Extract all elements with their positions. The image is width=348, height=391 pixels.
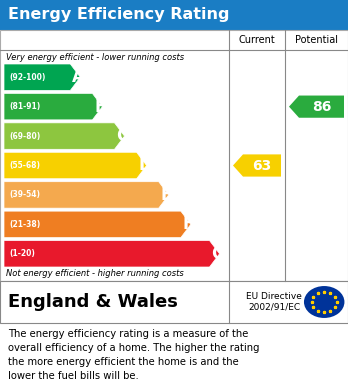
Text: (92-100): (92-100) [9, 73, 45, 82]
Text: Energy Efficiency Rating: Energy Efficiency Rating [8, 7, 229, 23]
Text: Current: Current [239, 35, 275, 45]
Text: Potential: Potential [295, 35, 338, 45]
Text: (55-68): (55-68) [9, 161, 40, 170]
Polygon shape [233, 154, 281, 177]
Text: (69-80): (69-80) [9, 131, 40, 141]
Text: 63: 63 [252, 158, 272, 172]
Polygon shape [4, 240, 220, 267]
Text: (81-91): (81-91) [9, 102, 40, 111]
Text: A: A [72, 68, 85, 86]
Polygon shape [4, 123, 125, 149]
Text: D: D [139, 156, 152, 174]
Text: Very energy efficient - lower running costs: Very energy efficient - lower running co… [6, 52, 184, 61]
Text: (21-38): (21-38) [9, 220, 40, 229]
Bar [0, 281, 348, 323]
Text: E: E [161, 186, 172, 204]
Polygon shape [4, 211, 191, 238]
Bar [0, 30, 348, 281]
Text: 86: 86 [312, 100, 331, 114]
Text: England & Wales: England & Wales [8, 293, 178, 311]
Text: The energy efficiency rating is a measure of the
overall efficiency of a home. T: The energy efficiency rating is a measur… [8, 329, 260, 381]
Text: (1-20): (1-20) [9, 249, 35, 258]
Text: Not energy efficient - higher running costs: Not energy efficient - higher running co… [6, 269, 184, 278]
Bar [0, 0, 348, 30]
Polygon shape [4, 93, 102, 120]
Text: G: G [212, 245, 225, 263]
Polygon shape [4, 64, 80, 90]
Ellipse shape [304, 286, 345, 318]
Polygon shape [289, 95, 344, 118]
Polygon shape [4, 182, 169, 208]
Text: B: B [94, 98, 107, 116]
Text: EU Directive
2002/91/EC: EU Directive 2002/91/EC [246, 292, 302, 312]
Text: (39-54): (39-54) [9, 190, 40, 199]
Text: F: F [183, 215, 194, 233]
Polygon shape [4, 152, 147, 179]
Text: C: C [117, 127, 129, 145]
